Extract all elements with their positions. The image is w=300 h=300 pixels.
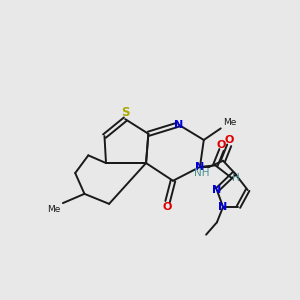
Text: O: O [163,202,172,212]
Text: N: N [218,202,228,212]
Text: Me: Me [223,118,236,127]
Text: Me: Me [47,205,61,214]
Text: H: H [232,173,240,184]
Text: S: S [121,106,130,119]
Text: O: O [224,135,234,145]
Text: N: N [174,119,183,130]
Text: N: N [212,185,221,195]
Text: NH: NH [194,168,209,178]
Text: O: O [217,140,226,150]
Text: N: N [195,162,205,172]
